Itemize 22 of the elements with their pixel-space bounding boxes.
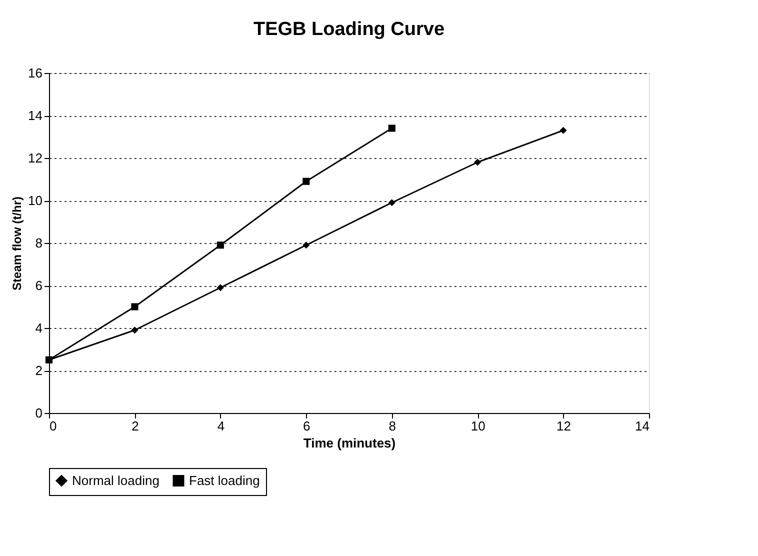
y-tick-label: 8 — [35, 236, 42, 250]
x-axis-title: Time (minutes) — [303, 436, 396, 450]
y-tick-label: 0 — [35, 406, 42, 420]
y-tick-label: 12 — [28, 150, 42, 166]
legend-label: Normal loading — [72, 472, 160, 488]
y-tick-label: 2 — [35, 363, 42, 378]
chart-title: TEGB Loading Curve — [253, 19, 445, 40]
y-tick-label: 14 — [28, 108, 42, 123]
y-tick-label: 16 — [28, 66, 42, 80]
x-tick-label: 6 — [303, 418, 310, 434]
legend-label: Fast loading — [189, 472, 260, 488]
y-tick-label: 4 — [35, 320, 42, 336]
x-tick-label: 8 — [388, 418, 396, 434]
x-tick-label: 4 — [217, 418, 225, 434]
x-tick-label: 10 — [470, 418, 486, 434]
y-axis-title: Steam flow (t/hr) — [10, 196, 24, 291]
x-tick-label: 0 — [50, 418, 57, 434]
x-tick-label: 2 — [132, 418, 139, 434]
x-tick-label: 14 — [635, 418, 650, 434]
x-tick-label: 12 — [556, 418, 572, 434]
y-tick-label: 6 — [35, 278, 42, 293]
y-tick-label: 10 — [28, 193, 42, 208]
